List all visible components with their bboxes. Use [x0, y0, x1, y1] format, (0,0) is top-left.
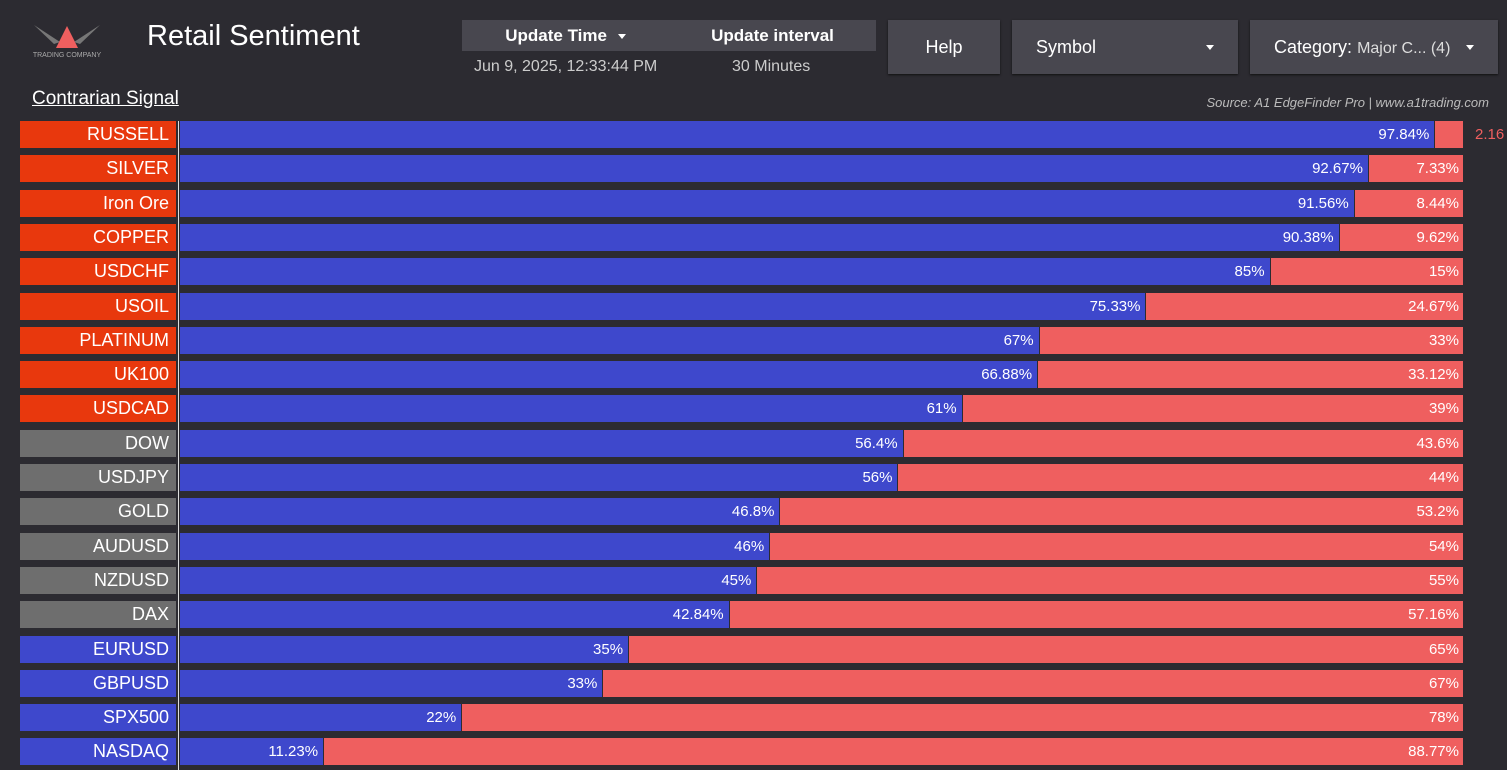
symbol-label: GBPUSD	[20, 669, 176, 697]
short-bar: 55%	[757, 566, 1463, 594]
source-note: Source: A1 EdgeFinder Pro | www.a1tradin…	[1206, 95, 1489, 110]
symbol-label: RUSSELL	[20, 121, 176, 148]
short-bar: 43.6%	[903, 429, 1463, 457]
long-bar: 35%	[180, 635, 629, 663]
long-bar: 85%	[180, 258, 1270, 286]
short-bar: 54%	[770, 532, 1463, 560]
short-value-label: 88.77%	[1408, 743, 1459, 761]
short-value-label: 7.33%	[1416, 160, 1459, 178]
short-value-label: 55%	[1428, 571, 1459, 589]
short-value-label: 43.6%	[1416, 434, 1459, 452]
long-bar: 97.84%	[180, 121, 1435, 148]
short-bar	[1435, 121, 1463, 148]
short-value-label: 9.62%	[1416, 228, 1459, 246]
symbol-label: GOLD	[20, 498, 176, 526]
short-value-label: 2.16	[1475, 126, 1505, 143]
symbol-label: EURUSD	[20, 635, 176, 663]
short-value-label: 44%	[1428, 469, 1459, 486]
symbol-label: Iron Ore	[20, 189, 176, 217]
short-bar: 8.44%	[1354, 189, 1463, 217]
short-bar: 39%	[962, 395, 1463, 423]
contrarian-signal-link[interactable]: Contrarian Signal	[32, 88, 179, 109]
update-time-value: Jun 9, 2025, 12:33:44 PM	[474, 58, 658, 75]
short-value-label: 33%	[1428, 331, 1459, 349]
symbol-label: AUDUSD	[20, 532, 176, 560]
svg-text:TRADING COMPANY: TRADING COMPANY	[33, 52, 102, 59]
update-interval-label: Update interval	[711, 26, 834, 45]
long-bar: 11.23%	[180, 738, 324, 766]
symbol-label: COPPER	[20, 223, 176, 251]
symbol-label: USOIL	[20, 292, 176, 320]
page-title: Retail Sentiment	[147, 20, 360, 52]
symbol-label: UK100	[20, 361, 176, 389]
short-bar: 44%	[898, 464, 1463, 491]
update-interval-value: 30 Minutes	[732, 58, 811, 75]
short-value-label: 39%	[1428, 400, 1459, 418]
long-bar: 46.8%	[180, 498, 780, 526]
symbol-label: DOW	[20, 429, 176, 457]
symbol-dropdown[interactable]: Symbol	[1012, 20, 1238, 74]
short-bar: 9.62%	[1339, 223, 1463, 251]
axis-line	[178, 121, 179, 770]
short-value-label: 24.67%	[1408, 297, 1459, 315]
short-value-label: 15%	[1428, 263, 1459, 281]
long-bar: 33%	[180, 669, 603, 697]
short-bar: 65%	[629, 635, 1463, 663]
short-bar: 67%	[603, 669, 1463, 697]
short-value-label: 65%	[1428, 640, 1459, 658]
update-time-dropdown[interactable]: Update Time	[462, 20, 669, 51]
long-bar: 92.67%	[180, 155, 1368, 183]
long-bar: 56.4%	[180, 429, 903, 457]
symbol-label: DAX	[20, 601, 176, 629]
short-value-label: 33.12%	[1408, 366, 1459, 384]
short-value-label: 67%	[1428, 674, 1459, 692]
caret-down-icon	[617, 34, 626, 40]
long-bar: 22%	[180, 704, 462, 732]
long-bar: 46%	[180, 532, 770, 560]
long-bar: 56%	[180, 464, 898, 491]
short-bar: 7.33%	[1368, 155, 1463, 183]
symbol-label: PLATINUM	[20, 326, 176, 354]
update-header: Update Time Update interval	[462, 20, 876, 51]
short-bar: 78%	[462, 704, 1463, 732]
long-bar: 67%	[180, 326, 1039, 354]
short-bar: 57.16%	[729, 601, 1463, 629]
symbol-label: SPX500	[20, 704, 176, 732]
short-bar: 15%	[1270, 258, 1463, 286]
short-value-label: 57.16%	[1408, 606, 1459, 624]
category-dropdown[interactable]: Category: Major C... (4)	[1250, 20, 1498, 74]
short-bar: 33%	[1039, 326, 1463, 354]
symbol-label: NASDAQ	[20, 738, 176, 766]
short-value-label: 78%	[1428, 709, 1459, 727]
symbol-label: SILVER	[20, 155, 176, 183]
help-button[interactable]: Help	[888, 20, 1000, 74]
symbol-label: NZDUSD	[20, 566, 176, 594]
company-logo: TRADING COMPANY	[33, 25, 102, 59]
short-value-label: 53.2%	[1416, 503, 1459, 521]
short-bar: 33.12%	[1038, 361, 1463, 389]
long-bar: 42.84%	[180, 601, 729, 629]
long-bar: 91.56%	[180, 189, 1354, 217]
caret-down-icon	[1206, 44, 1214, 50]
symbol-label: USDCHF	[20, 258, 176, 286]
symbol-label: USDCAD	[20, 395, 176, 423]
short-value-label: 8.44%	[1416, 194, 1459, 212]
long-bar: 90.38%	[180, 223, 1339, 251]
short-bar: 88.77%	[324, 738, 1463, 766]
short-bar: 24.67%	[1146, 292, 1463, 320]
short-bar: 53.2%	[780, 498, 1463, 526]
short-value-label: 54%	[1428, 537, 1459, 555]
caret-down-icon	[1466, 44, 1474, 50]
long-bar: 75.33%	[180, 292, 1146, 320]
long-bar: 45%	[180, 566, 757, 594]
long-bar: 66.88%	[180, 361, 1038, 389]
symbol-label: USDJPY	[20, 464, 176, 491]
long-bar: 61%	[180, 395, 962, 423]
